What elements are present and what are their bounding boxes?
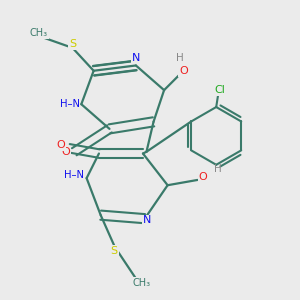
Text: H–N: H–N [64, 170, 84, 180]
Text: Cl: Cl [214, 85, 225, 95]
Text: N: N [132, 53, 140, 63]
Text: O: O [56, 140, 65, 150]
Text: O: O [179, 66, 188, 76]
Text: N: N [143, 215, 152, 225]
Text: S: S [69, 39, 76, 49]
Text: H: H [176, 53, 184, 63]
Text: H: H [214, 164, 222, 174]
Text: O: O [199, 172, 207, 182]
Text: CH₃: CH₃ [132, 278, 150, 288]
Text: CH₃: CH₃ [30, 28, 48, 38]
Text: O: O [61, 147, 70, 157]
Text: H–N: H–N [60, 99, 80, 109]
Text: S: S [110, 246, 118, 256]
